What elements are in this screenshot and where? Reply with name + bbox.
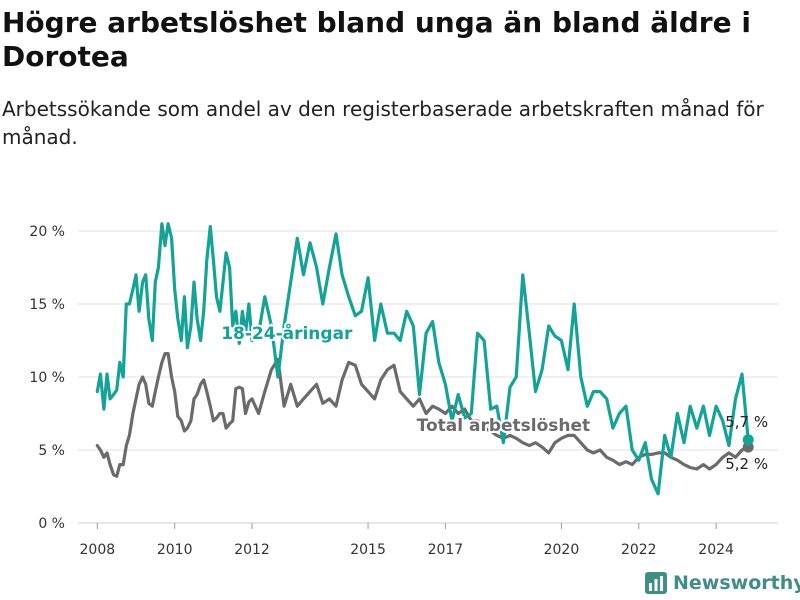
series-lines	[95, 222, 754, 496]
series-name-label: 18-24-åringar	[221, 322, 353, 344]
bar-chart-logo-icon	[645, 572, 667, 594]
y-tick-label: 15 %	[29, 297, 65, 313]
y-tick-label: 0 %	[38, 516, 65, 532]
x-tick-label: 2020	[544, 542, 580, 558]
series-name-label: Total arbetslöshet	[417, 416, 591, 436]
y-tick-label: 10 %	[29, 370, 65, 386]
y-axis-ticks: 0 % 5 % 10 % 15 % 20 %	[29, 224, 65, 532]
x-tick-label: 2010	[157, 542, 193, 558]
series-line	[95, 222, 750, 496]
x-tick-label: 2012	[234, 542, 270, 558]
y-tick-label: 20 %	[29, 224, 65, 240]
series-labels: 5,7 % 18-24-åringar 5,2 % Total arbetslöshe…	[219, 320, 768, 473]
series-end-value-label: 5,7 %	[725, 413, 768, 431]
series-end-value-label: 5,2 %	[725, 455, 768, 473]
chart-subtitle: Arbetssökande som andel av den registerb…	[2, 97, 764, 149]
y-tick-label: 5 %	[38, 443, 65, 459]
chart-title: Högre arbetslöshet bland unga än bland ä…	[2, 6, 751, 73]
series-endpoint	[742, 434, 754, 446]
series-line	[95, 352, 750, 478]
newsworthy-logo: Newsworthy	[645, 570, 800, 596]
x-tick-label: 2015	[350, 542, 386, 558]
x-axis-ticks: 2008 2010 2012 2015 2017 2020 2022 2024	[78, 522, 778, 558]
y-gridlines	[78, 230, 778, 524]
x-tick-label: 2017	[428, 542, 464, 558]
brand-name: Newsworthy	[673, 572, 800, 594]
x-tick-label: 2008	[80, 542, 116, 558]
x-tick-label: 2024	[698, 542, 734, 558]
x-tick-label: 2022	[621, 542, 657, 558]
